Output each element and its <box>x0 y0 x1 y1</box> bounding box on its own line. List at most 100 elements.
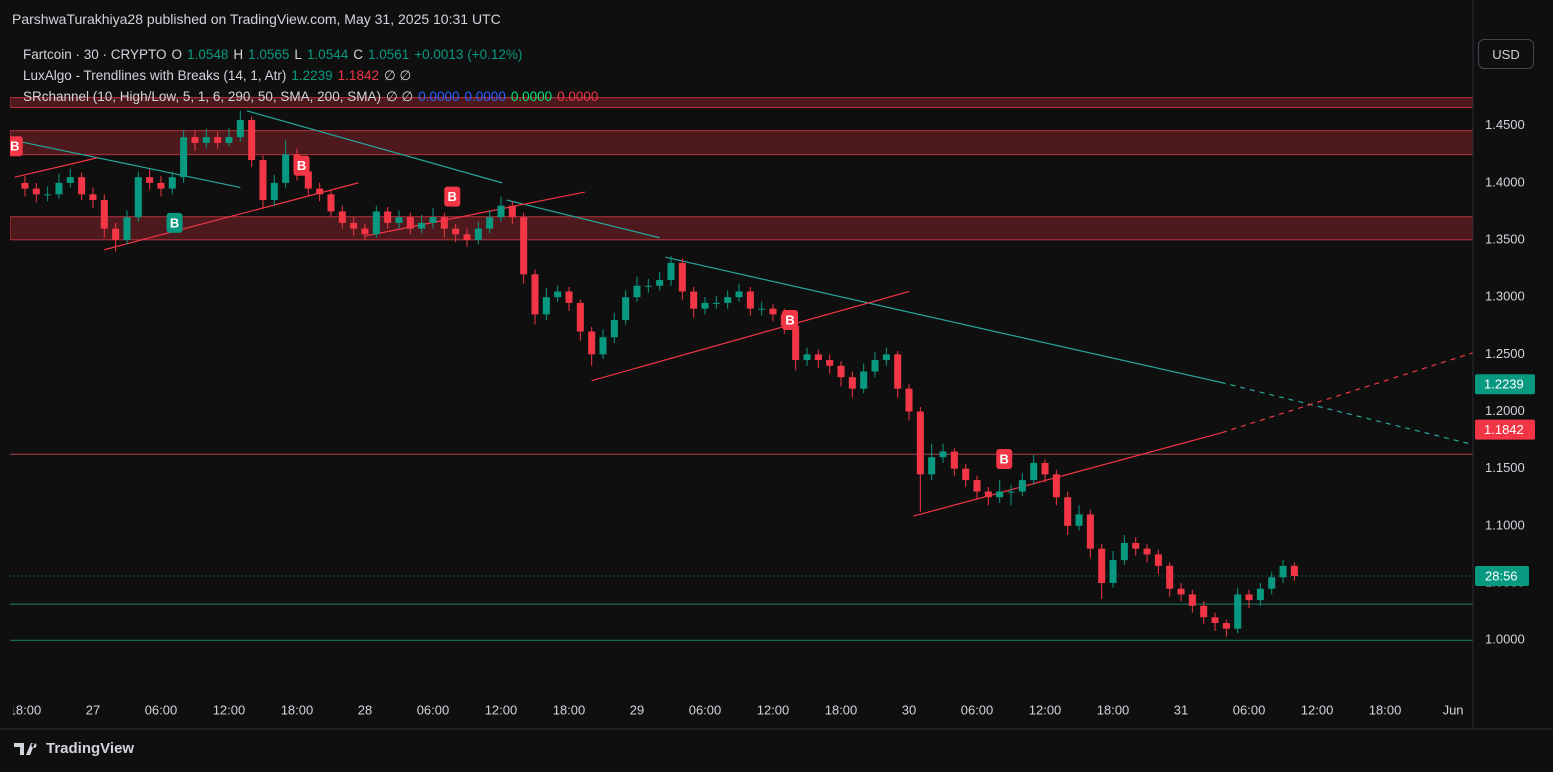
candle-body <box>678 262 686 292</box>
candle-body <box>1200 605 1208 618</box>
candle-body <box>66 177 74 183</box>
trendline <box>14 157 98 178</box>
candle-body <box>701 302 709 309</box>
candle-body <box>1290 565 1298 577</box>
candle-body <box>973 480 981 492</box>
signal-label: B <box>785 312 794 327</box>
candle-body <box>304 171 312 189</box>
candle-body <box>361 228 369 235</box>
signal-marker <box>782 310 799 331</box>
candle-body <box>950 451 958 469</box>
y-axis: 1.00001.05001.10001.15001.20001.25001.30… <box>1475 117 1535 647</box>
candle-body <box>633 285 641 298</box>
countdown-label: 28:56 <box>1485 568 1518 583</box>
candle-body <box>259 160 267 201</box>
sr-zone <box>10 216 1473 241</box>
signal-marker <box>10 136 23 157</box>
y-tick-label: 1.4000 <box>1485 174 1525 189</box>
legend-item: 1.0565 <box>248 47 290 62</box>
trendline <box>1221 352 1473 434</box>
candle-body <box>1120 542 1128 561</box>
candle-body <box>248 120 256 161</box>
legend-item: 1.1842 <box>337 68 379 83</box>
candle-body <box>962 468 970 481</box>
candle-body <box>180 137 188 178</box>
trendline <box>1220 381 1473 446</box>
candle-body <box>1086 514 1094 549</box>
candle-body <box>1143 548 1151 555</box>
currency-button[interactable]: USD <box>1478 39 1534 69</box>
candle-body <box>395 217 403 223</box>
legend-item: L <box>294 47 302 62</box>
x-tick-label: 18:00 <box>825 702 858 717</box>
candle-body <box>814 354 822 361</box>
candle-body <box>554 291 562 298</box>
plot: B B B B B B <box>10 97 1473 641</box>
legend-item: SRchannel (10, High/Low, 5, 1, 6, 290, 5… <box>23 89 381 104</box>
candle-body <box>440 217 448 229</box>
legend: Fartcoin · 30 · CRYPTO O 1.0548 H 1.0565 L 1.0… <box>23 44 603 107</box>
candle-body <box>32 188 40 195</box>
candle-body <box>803 354 811 361</box>
candle-body <box>282 154 290 183</box>
candle-body <box>769 308 777 315</box>
candle-body <box>146 177 154 183</box>
candle-body <box>1098 548 1106 583</box>
candle-body <box>508 205 516 218</box>
candle-body <box>848 377 856 389</box>
x-tick-label: 18:00 <box>553 702 586 717</box>
candle-body <box>644 285 652 287</box>
footer-logo: TradingView <box>14 740 134 757</box>
x-tick-label: 12:00 <box>485 702 518 717</box>
candle-body <box>1279 565 1287 578</box>
candle-body <box>792 325 800 361</box>
x-tick-label: 06:00 <box>961 702 994 717</box>
trendline <box>506 199 660 239</box>
candle-body <box>1222 622 1230 629</box>
candle-body <box>497 205 505 218</box>
signal-label: B <box>170 215 179 230</box>
candle-body <box>168 177 176 189</box>
signal-marker <box>996 448 1013 469</box>
candle-body <box>316 188 324 195</box>
candle-body <box>1188 594 1196 606</box>
candle-body <box>214 137 222 143</box>
trendline <box>246 110 503 184</box>
signal-label: B <box>297 158 306 173</box>
candle-body <box>1256 588 1264 601</box>
legend-item: 1.0561 <box>367 47 410 62</box>
signal-label: B <box>448 189 457 204</box>
candle-body <box>542 297 550 315</box>
candle-body <box>599 337 607 355</box>
legend-item: ∅ ∅ <box>385 89 414 104</box>
x-tick-label: 18:00 <box>1369 702 1402 717</box>
x-tick-label: Jun <box>1443 702 1464 717</box>
candle-body <box>1064 497 1072 526</box>
candle-body <box>746 291 754 309</box>
signal-marker <box>444 186 461 207</box>
candle-body <box>520 217 528 275</box>
x-tick-label: 06:00 <box>689 702 722 717</box>
candle-body <box>78 177 86 195</box>
candle-body <box>338 211 346 223</box>
x-tick-label: 12:00 <box>757 702 790 717</box>
x-tick-label: 06:00 <box>417 702 450 717</box>
legend-item: 0.0000 <box>510 89 553 104</box>
legend-item: ∅ ∅ <box>383 68 412 83</box>
y-tick-label: 1.4500 <box>1485 117 1525 132</box>
candle-body <box>724 297 732 303</box>
candle-body <box>55 182 63 195</box>
candle-body <box>928 457 936 475</box>
candle-body <box>656 280 664 286</box>
trendline <box>364 191 585 237</box>
y-tick-label: 1.3500 <box>1485 231 1525 246</box>
x-tick-label: 18:00 <box>281 702 314 717</box>
sr-zone <box>10 97 1473 108</box>
candle-body <box>418 222 426 229</box>
x-tick-label: 06:00 <box>1233 702 1266 717</box>
legend-item: +0.0013 (+0.12%) <box>414 47 523 62</box>
legend-item: 1.0548 <box>187 47 229 62</box>
y-tick-label: 1.2000 <box>1485 403 1525 418</box>
candle-body <box>474 228 482 241</box>
